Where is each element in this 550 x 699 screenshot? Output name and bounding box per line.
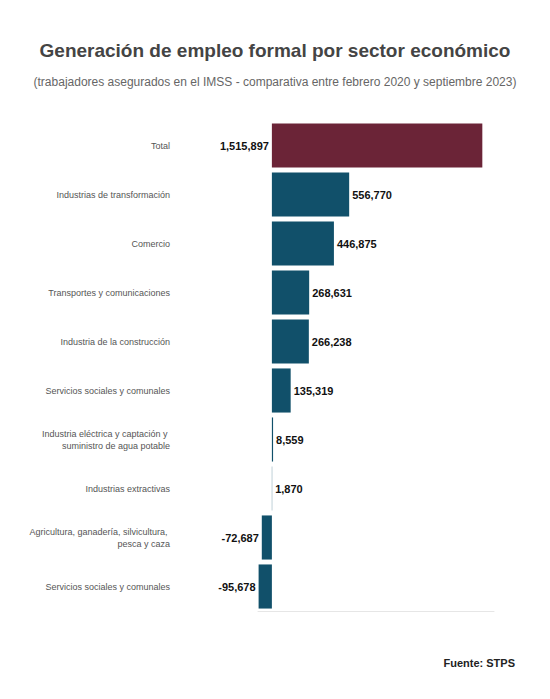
svg-text:Industrias de transformación: Industrias de transformación: [56, 190, 170, 200]
svg-text:(trabajadores asegurados en el: (trabajadores asegurados en el IMSS - co…: [34, 75, 517, 89]
svg-text:Servicios sociales y comunales: Servicios sociales y comunales: [45, 582, 170, 592]
svg-text:446,875: 446,875: [337, 238, 377, 250]
svg-text:Servicios sociales y comunales: Servicios sociales y comunales: [45, 386, 170, 396]
svg-text:Total: Total: [151, 141, 170, 151]
svg-text:Generación de empleo formal po: Generación de empleo formal por sector e…: [40, 40, 511, 61]
svg-text:pesca y caza: pesca y caza: [117, 539, 170, 549]
svg-text:Agricultura, ganadería, silvic: Agricultura, ganadería, silvicultura,: [29, 527, 170, 537]
svg-text:Industrias extractivas: Industrias extractivas: [85, 484, 170, 494]
svg-text:-95,678: -95,678: [218, 581, 255, 593]
svg-text:-72,687: -72,687: [221, 532, 258, 544]
svg-text:268,631: 268,631: [312, 287, 352, 299]
svg-text:Fuente: STPS: Fuente: STPS: [443, 657, 515, 669]
svg-text:556,770: 556,770: [352, 189, 392, 201]
svg-text:1,870: 1,870: [275, 483, 303, 495]
svg-text:Comercio: Comercio: [131, 239, 170, 249]
svg-text:1,515,897: 1,515,897: [220, 140, 269, 152]
svg-text:Transportes y comunicaciones: Transportes y comunicaciones: [48, 288, 170, 298]
svg-text:Industria de la construcción: Industria de la construcción: [60, 337, 170, 347]
svg-text:266,238: 266,238: [312, 336, 352, 348]
svg-text:135,319: 135,319: [294, 385, 334, 397]
svg-text:Industria eléctrica y captació: Industria eléctrica y captación y: [42, 429, 170, 439]
svg-text:8,559: 8,559: [276, 434, 304, 446]
svg-text:suministro de agua potable: suministro de agua potable: [62, 441, 170, 451]
